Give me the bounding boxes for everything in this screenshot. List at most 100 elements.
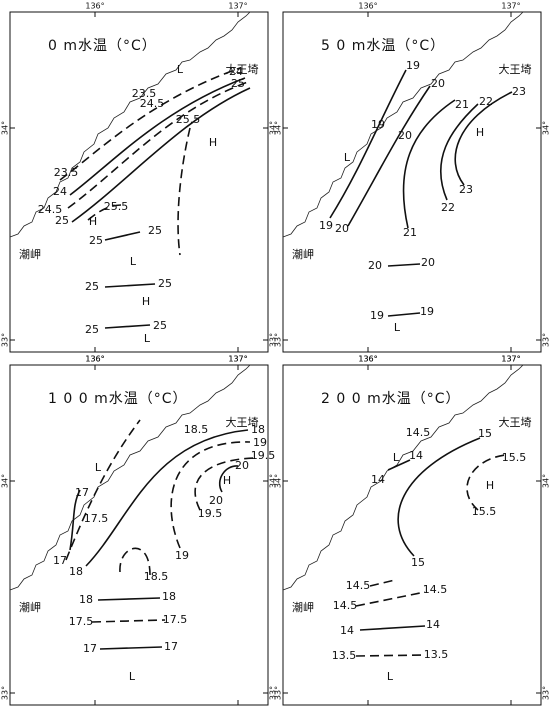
lon-label: 136° <box>358 355 377 364</box>
isotherm <box>92 620 165 622</box>
contour-label: 20 <box>431 77 445 90</box>
isotherm <box>100 647 162 649</box>
contour-label: H <box>486 479 494 492</box>
contour-label: 14 <box>340 624 354 637</box>
contour-label: 25 <box>55 214 69 227</box>
lat-label: 34° <box>1 474 10 488</box>
contour-label: 20 <box>209 494 223 507</box>
lat-label: 33° <box>274 686 283 700</box>
contour-label: 14.5 <box>346 579 371 592</box>
contour-label: L <box>394 321 401 334</box>
contour-label: 24 <box>53 185 67 198</box>
contour-label: 18.5 <box>184 423 209 436</box>
contour-label: 25 <box>231 77 245 90</box>
contour-label: L <box>393 451 400 464</box>
contour-label: 15 <box>411 556 425 569</box>
contour-label: 19.5 <box>251 449 276 462</box>
isotherm <box>105 325 150 328</box>
contour-label: 17 <box>75 486 89 499</box>
contour-label: 19 <box>371 118 385 131</box>
isotherm <box>388 264 420 266</box>
contour-label: 20 <box>235 459 249 472</box>
contour-label: L <box>344 151 351 164</box>
lat-label: 33° <box>1 333 10 347</box>
lat-label: 34° <box>274 474 283 488</box>
contour-label: L <box>95 461 102 474</box>
contour-label: 17 <box>83 642 97 655</box>
lat-label: 34° <box>1 121 10 135</box>
contour-label: 18 <box>69 565 83 578</box>
place-name: 潮岬 <box>292 247 314 261</box>
place-name: 潮岬 <box>292 600 314 614</box>
contour-label: 23.5 <box>54 166 79 179</box>
lon-label: 137° <box>228 355 247 364</box>
contour-label: H <box>89 215 97 228</box>
isotherm <box>360 626 425 630</box>
contour-label: 19 <box>319 219 333 232</box>
place-name: 大王埼 <box>499 62 532 76</box>
contour-label: 17 <box>164 640 178 653</box>
isotherm <box>348 86 430 226</box>
contour-label: 14.5 <box>333 599 358 612</box>
panel-title: 0 m水温（°C） <box>48 38 157 54</box>
isotherm <box>178 128 190 255</box>
lon-label: 137° <box>501 2 520 11</box>
lon-label: 136° <box>85 355 104 364</box>
isotherm <box>98 598 160 600</box>
contour-label: L <box>387 670 394 683</box>
contour-label: 25 <box>85 323 99 336</box>
contour-label: 22 <box>441 201 455 214</box>
contour-label: 18.5 <box>144 570 169 583</box>
contour-label: 13.5 <box>332 649 357 662</box>
isotherm <box>70 78 245 195</box>
panel-title: 1 0 0 m水温（°C） <box>48 391 188 407</box>
contour-label: L <box>130 255 137 268</box>
contour-label: 14 <box>409 449 423 462</box>
lat-label: 33° <box>542 686 550 700</box>
contour-label: L <box>129 670 136 683</box>
isotherm <box>70 490 80 550</box>
contour-label: 20 <box>368 259 382 272</box>
contour-label: 15 <box>478 427 492 440</box>
isotherm <box>388 313 420 316</box>
contour-label: 14 <box>426 618 440 631</box>
contour-label: 20 <box>335 222 349 235</box>
contour-label: 17.5 <box>84 512 109 525</box>
contour-label: 14.5 <box>406 426 431 439</box>
lat-label: 33° <box>274 333 283 347</box>
lon-label: 136° <box>85 2 104 11</box>
panel-title: 2 0 0 m水温（°C） <box>321 391 461 407</box>
lat-label: 34° <box>542 474 550 488</box>
contour-label: L <box>144 332 151 345</box>
contour-label: 22 <box>479 95 493 108</box>
isotherm <box>356 655 426 656</box>
contour-label: 19 <box>175 549 189 562</box>
lon-label: 136° <box>358 2 377 11</box>
contour-label: 17 <box>53 554 67 567</box>
lon-label: 137° <box>228 2 247 11</box>
contour-label: 21 <box>455 98 469 111</box>
place-name: 潮岬 <box>19 247 41 261</box>
contour-label: 25 <box>153 319 167 332</box>
contour-label: 14.5 <box>423 583 448 596</box>
contour-label: 25 <box>85 280 99 293</box>
contour-label: 18 <box>79 593 93 606</box>
contour-label: H <box>476 126 484 139</box>
contour-label: H <box>223 474 231 487</box>
contour-label: 15.5 <box>502 451 527 464</box>
contour-label: 23 <box>512 85 526 98</box>
isotherm <box>105 284 155 287</box>
contour-label: 24.5 <box>140 97 165 110</box>
contour-label: 17.5 <box>69 615 94 628</box>
isotherm <box>60 68 240 180</box>
isotherm <box>370 580 395 586</box>
lon-label: 137° <box>501 355 520 364</box>
contour-label: 17.5 <box>163 613 188 626</box>
contour-label: 23 <box>459 183 473 196</box>
contour-label: 14 <box>371 473 385 486</box>
contour-label: H <box>142 295 150 308</box>
